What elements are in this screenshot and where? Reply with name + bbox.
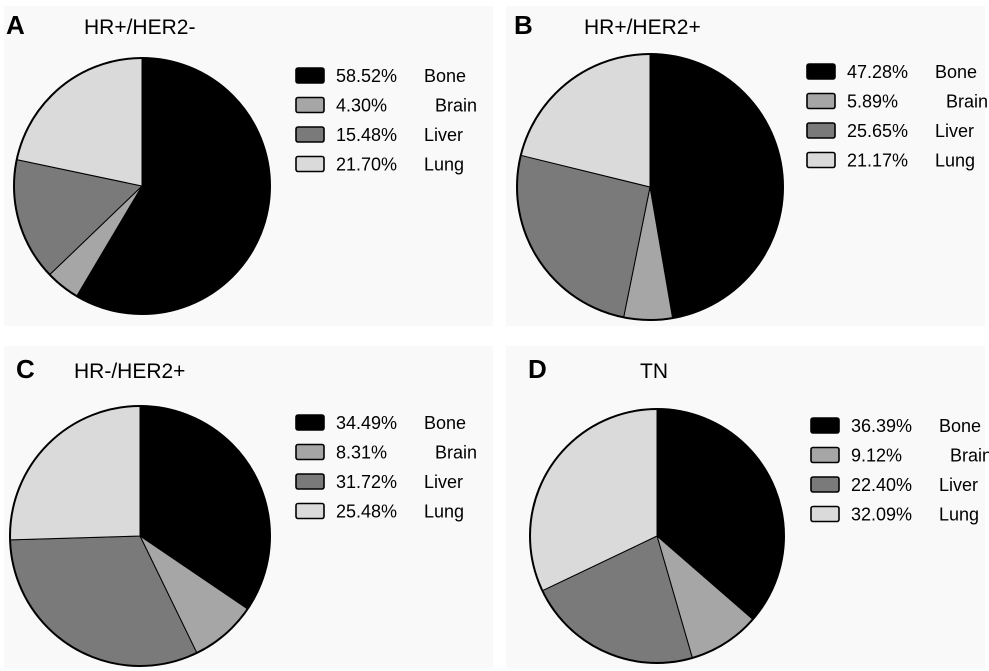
legend-d-label-bone: Bone (939, 416, 981, 436)
legend-c-swatch-lung (295, 502, 325, 520)
legend-d-entry-bone: 36.39% Bone (810, 416, 981, 436)
legend-b-value-liver: 25.65% (847, 121, 908, 141)
legend-a-swatch-bone (295, 67, 325, 84)
panel-c-letter: C (16, 354, 35, 384)
legend-b-swatch-lung (806, 151, 836, 169)
legend-c-label-bone: Bone (424, 413, 466, 433)
legend-a-value-brain: 4.30% (336, 96, 387, 116)
legend-a-label-liver: Liver (424, 125, 463, 145)
pie-a-outline (13, 57, 271, 315)
legend-b-label-bone: Bone (935, 62, 977, 82)
legend-d-swatch-lung (810, 505, 840, 523)
legend-a-label-lung: Lung (424, 155, 464, 175)
panel-b-letter: B (514, 10, 533, 40)
legend-b-swatch-liver (806, 122, 836, 139)
legend-b-entry-liver: 25.65% Liver (806, 121, 974, 141)
legend-d-swatch-bone (810, 417, 840, 434)
legend-c-swatch-liver (295, 473, 325, 490)
legend-c-label-brain: Brain (435, 443, 477, 463)
legend-b-label-liver: Liver (935, 121, 974, 141)
legend-a-swatch-lung (295, 155, 325, 173)
legend-a-entry-lung: 21.70% Lung (295, 155, 464, 175)
legend-d-value-lung: 32.09% (851, 505, 912, 525)
legend-b-entry-lung: 21.17% Lung (806, 151, 975, 171)
legend-c-entry-bone: 34.49% Bone (295, 413, 466, 433)
legend-a-label-brain: Brain (435, 96, 477, 116)
legend-a-entry-liver: 15.48% Liver (295, 125, 463, 145)
legend-c-value-lung: 25.48% (336, 502, 397, 522)
legend-b-swatch-bone (806, 63, 836, 80)
panel-a-title: HR+/HER2- (84, 16, 195, 39)
panel-b: B HR+/HER2+ 47.28% Bone 5.89% Brain 25.65% Li… (506, 6, 988, 326)
panel-a-legend: 58.52% Bone 4.30% Brain 15.48% Liver 21.70% Lun… (295, 66, 477, 175)
legend-d-label-lung: Lung (939, 505, 979, 525)
pie-b-outline (516, 53, 784, 321)
panel-d: D TN 36.39% Bone 9.12% Brain 22.40% Liver 32.0… (506, 346, 989, 668)
legend-d-label-brain: Brain (950, 446, 989, 466)
legend-a-swatch-liver (295, 126, 325, 143)
legend-c-swatch-bone (295, 414, 325, 431)
legend-b-label-lung: Lung (935, 151, 975, 171)
legend-a-swatch-brain (295, 96, 325, 114)
legend-d-value-liver: 22.40% (851, 475, 912, 495)
panel-a: A HR+/HER2- 58.52% Bone 4.30% Brain 15.48% Li… (4, 6, 493, 326)
legend-d-entry-brain: 9.12% Brain (810, 446, 989, 466)
panel-d-title: TN (640, 360, 668, 383)
legend-a-value-bone: 58.52% (336, 66, 397, 86)
panel-b-title: HR+/HER2+ (584, 16, 701, 39)
legend-d-value-brain: 9.12% (851, 446, 902, 466)
pie-c-outline (9, 405, 271, 667)
panel-d-letter: D (528, 354, 547, 384)
legend-c-swatch-brain (295, 443, 325, 461)
legend-d-swatch-liver (810, 476, 840, 493)
legend-d-swatch-brain (810, 446, 840, 464)
legend-c-label-lung: Lung (424, 502, 464, 522)
panel-a-pie (13, 57, 271, 315)
legend-d-entry-lung: 32.09% Lung (810, 505, 979, 525)
legend-a-value-lung: 21.70% (336, 155, 397, 175)
legend-c-value-liver: 31.72% (336, 472, 397, 492)
legend-b-value-bone: 47.28% (847, 62, 908, 82)
legend-a-label-bone: Bone (424, 66, 466, 86)
panel-b-legend: 47.28% Bone 5.89% Brain 25.65% Liver 21.17% Lun… (806, 62, 988, 171)
legend-b-entry-brain: 5.89% Brain (806, 92, 988, 112)
legend-c-value-bone: 34.49% (336, 413, 397, 433)
panel-a-letter: A (6, 10, 25, 40)
legend-c-entry-lung: 25.48% Lung (295, 502, 464, 522)
legend-a-entry-bone: 58.52% Bone (295, 66, 466, 86)
legend-c-entry-liver: 31.72% Liver (295, 472, 463, 492)
panel-c-title: HR-/HER2+ (74, 360, 185, 383)
panel-d-pie (529, 408, 785, 664)
legend-a-value-liver: 15.48% (336, 125, 397, 145)
pie-d-outline (529, 408, 785, 664)
panel-c-legend: 34.49% Bone 8.31% Brain 31.72% Liver 25.48% Lun… (295, 413, 477, 522)
legend-d-label-liver: Liver (939, 475, 978, 495)
legend-b-value-brain: 5.89% (847, 92, 898, 112)
legend-d-entry-liver: 22.40% Liver (810, 475, 978, 495)
legend-b-entry-bone: 47.28% Bone (806, 62, 977, 82)
panel-b-pie (516, 53, 784, 321)
panel-c: C HR-/HER2+ 34.49% Bone 8.31% Brain 31.72% Li… (4, 346, 493, 668)
legend-c-entry-brain: 8.31% Brain (295, 443, 477, 463)
legend-b-label-brain: Brain (946, 92, 988, 112)
legend-b-swatch-brain (806, 92, 836, 110)
panel-d-legend: 36.39% Bone 9.12% Brain 22.40% Liver 32.09% Lun… (810, 416, 989, 525)
legend-a-entry-brain: 4.30% Brain (295, 96, 477, 116)
panel-c-pie (9, 405, 271, 667)
legend-c-label-liver: Liver (424, 472, 463, 492)
legend-b-value-lung: 21.17% (847, 151, 908, 171)
legend-d-value-bone: 36.39% (851, 416, 912, 436)
legend-c-value-brain: 8.31% (336, 443, 387, 463)
